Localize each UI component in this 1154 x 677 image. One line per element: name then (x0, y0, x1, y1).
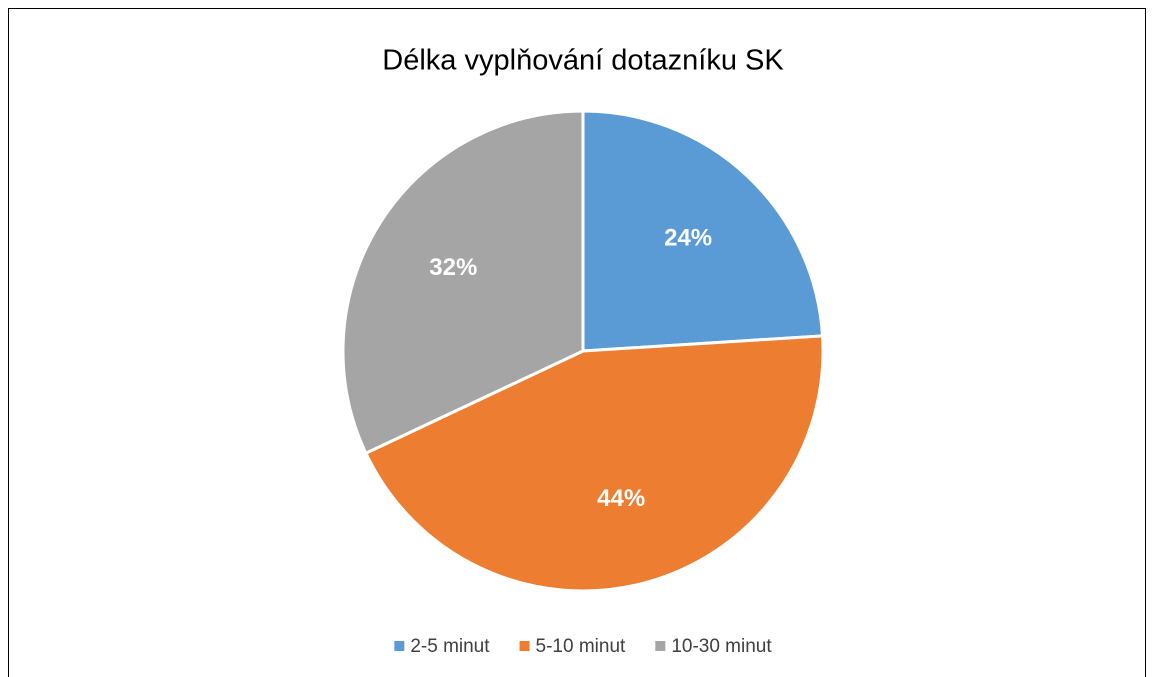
legend-swatch (519, 641, 530, 651)
legend-label: 10-30 minut (671, 636, 772, 657)
data-label: 24% (664, 224, 712, 251)
data-label: 32% (429, 254, 477, 281)
data-label: 44% (597, 485, 645, 512)
legend-swatch (655, 641, 666, 651)
chart-title: Délka vyplňování dotazníku SK (382, 45, 784, 77)
chart-frame (8, 8, 1146, 677)
pie-slice (341, 109, 585, 456)
legend-label: 2-5 minut (410, 636, 490, 657)
legend-swatch (394, 641, 405, 651)
legend: 2-5 minut 5-10 minut 10-30 minut (394, 636, 772, 657)
legend-label: 5-10 minut (536, 636, 626, 657)
pie-slice (581, 109, 825, 353)
